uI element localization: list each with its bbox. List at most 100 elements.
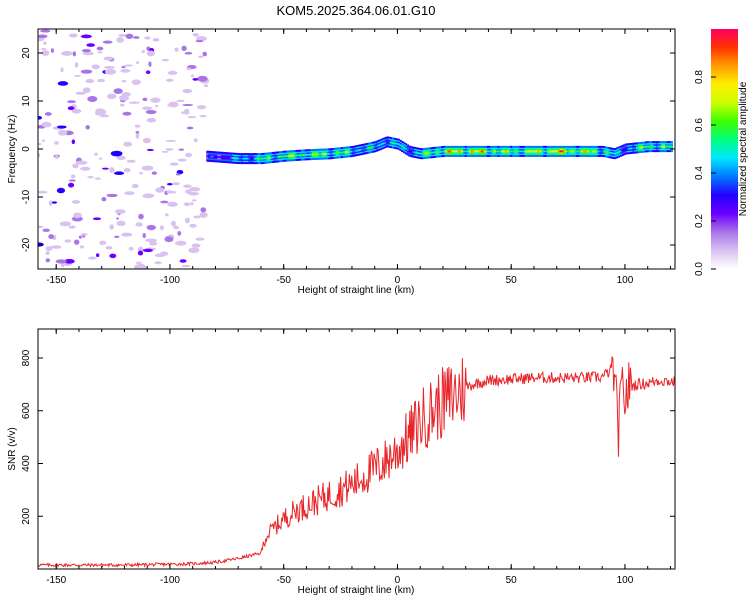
ridge-cell [335,152,338,155]
noise-blob [71,139,76,145]
noise-blob [125,33,134,39]
noise-blob [195,237,205,241]
noise-blob [137,250,144,256]
ridge-cell [459,150,462,153]
noise-blob [121,232,133,237]
ridge-cell [377,144,380,147]
ridge-cell [230,156,233,159]
noise-blob [155,104,159,108]
noise-blob [55,259,67,264]
ridge-cell [497,150,500,153]
y-tick-label: 200 [21,507,32,524]
noise-blob [141,165,154,171]
noise-blob [146,50,155,57]
noise-blob [134,81,141,84]
ridge-cell [606,151,610,154]
ridge-cell [388,141,391,144]
colorbar-gradient [711,29,738,269]
ridge-cell [259,157,262,160]
x-tick-label: 100 [617,575,634,586]
ridge-cell [539,150,542,153]
ridge-cell [637,146,641,149]
noise-blob [142,232,146,239]
ridge-cell [224,156,227,159]
noise-blob [139,171,144,175]
noise-blob [142,97,148,102]
noise-blob [166,190,173,194]
noise-blob [167,201,178,207]
noise-blob [103,56,114,61]
ridge-cell [493,150,497,153]
noise-blob [45,246,53,252]
noise-blob [68,225,76,229]
noise-blob [71,200,81,204]
noise-blob [41,139,46,142]
ridge-cell [379,143,382,146]
ridge-cell [435,151,439,154]
noise-blob [81,48,91,53]
colorbar-ticks: 0.0 0.2 0.4 0.6 0.8 [694,70,716,276]
noise-blob [148,61,152,67]
ridge-cell [299,154,302,157]
noise-blob [48,200,53,206]
ridge-cell [321,153,324,156]
noise-blob [73,239,80,245]
noise-blob [114,209,126,214]
noise-blob [106,193,118,198]
ridge-cell [477,150,480,153]
ridge-cell [513,150,517,153]
noise-blob [96,46,104,51]
ridge-cell [433,151,437,154]
noise-blob [45,251,50,255]
colorbar-tick-label: 0.2 [694,214,705,228]
noise-blob [170,220,177,227]
ridge-cell [326,152,329,155]
ridge-cell [626,147,630,150]
noise-blob [190,74,194,78]
noise-blob [38,190,48,194]
ridge-cell [604,150,608,153]
ridge-cell [324,152,328,155]
noise-blob [56,187,66,194]
noise-blob [195,39,204,43]
y-tick-label: 800 [21,349,32,366]
ridge-cell [643,146,646,149]
ridge-cell [573,150,577,153]
noise-blob [172,182,180,186]
ridge-cell [630,147,633,150]
ridge-cell [655,145,659,148]
chart-title: KOM5.2025.364.06.01.G10 [276,3,435,18]
noise-blob [200,78,207,82]
noise-blob [54,141,59,145]
spectrogram-noise-blobs [38,29,210,269]
ridge-cell [570,150,573,153]
noise-blob [68,33,78,38]
ridge-cell [581,150,584,153]
ridge-cell [233,157,237,160]
ridge-cell [579,150,582,153]
ridge-cell [266,157,269,160]
ridge-cell [632,147,635,150]
ridge-cell [535,150,539,153]
ridge-cell [644,145,648,148]
noise-blob [114,235,120,238]
ridge-cell [441,150,444,153]
ridge-cell [548,150,551,153]
noise-blob [82,51,95,56]
snr-y-axis: 200 400 600 800 [21,349,675,525]
ridge-cell [373,145,377,148]
noise-blob [74,62,79,68]
noise-blob [63,258,75,264]
ridge-cell [331,152,335,155]
noise-blob [44,112,52,116]
ridge-cell [262,157,266,160]
noise-blob [98,157,103,160]
noise-blob [103,65,115,69]
ridge-cell [366,147,369,150]
ridge-cell [215,155,218,158]
noise-blob [75,91,86,95]
noise-blob [192,78,199,81]
noise-blob [183,184,192,189]
noise-blob [43,41,47,45]
